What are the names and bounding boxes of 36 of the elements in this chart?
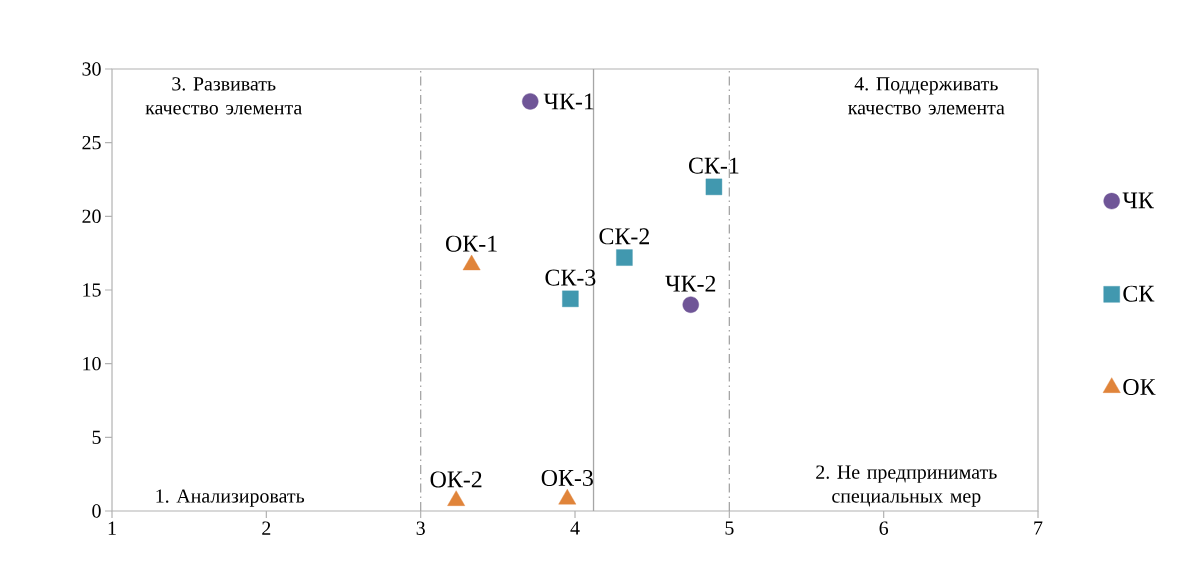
x-tick-label: 5 <box>725 521 734 535</box>
x-tick-label: 2 <box>262 521 271 535</box>
point <box>616 249 633 266</box>
y-tick-label: 0 <box>92 504 101 518</box>
data-label: СК-1 <box>688 157 739 174</box>
x-tick-label: 6 <box>879 521 889 535</box>
legend-label: СК <box>1123 285 1155 302</box>
data-label: ОК-3 <box>541 469 593 486</box>
point <box>522 93 539 110</box>
data-label: СК-3 <box>545 269 596 286</box>
data-label: ОК-1 <box>446 235 497 252</box>
legend-label: ОК <box>1123 378 1156 396</box>
point <box>682 296 699 313</box>
point <box>705 178 723 196</box>
annotation: 1. Анализировать <box>156 489 305 507</box>
annotation: 2. Не предпринимать специальных мер <box>816 465 997 507</box>
x-tick-label: 3 <box>416 521 425 535</box>
annotation: 3. Развивать качество элемента <box>145 77 302 115</box>
x-tick-label: 1 <box>108 521 116 535</box>
data-label: СК-2 <box>599 228 649 245</box>
x-tick-label: 7 <box>1034 521 1043 535</box>
legend-label: ЧК <box>1122 192 1154 209</box>
y-tick-label: 30 <box>82 62 101 76</box>
y-tick-label: 10 <box>83 356 101 371</box>
point <box>447 490 466 506</box>
point <box>558 489 577 505</box>
annotation: 4. Поддерживать качество элемента <box>848 77 1005 115</box>
y-tick-label: 15 <box>83 283 101 297</box>
data-label: ЧК-1 <box>543 93 594 110</box>
data-label: ЧК-2 <box>665 275 716 292</box>
x-tick-label: 4 <box>570 521 580 535</box>
y-tick-label: 20 <box>82 209 101 224</box>
y-tick-label: 5 <box>92 430 101 444</box>
point <box>562 290 579 308</box>
y-tick-label: 25 <box>82 135 101 150</box>
data-label: ОК-2 <box>430 471 482 488</box>
